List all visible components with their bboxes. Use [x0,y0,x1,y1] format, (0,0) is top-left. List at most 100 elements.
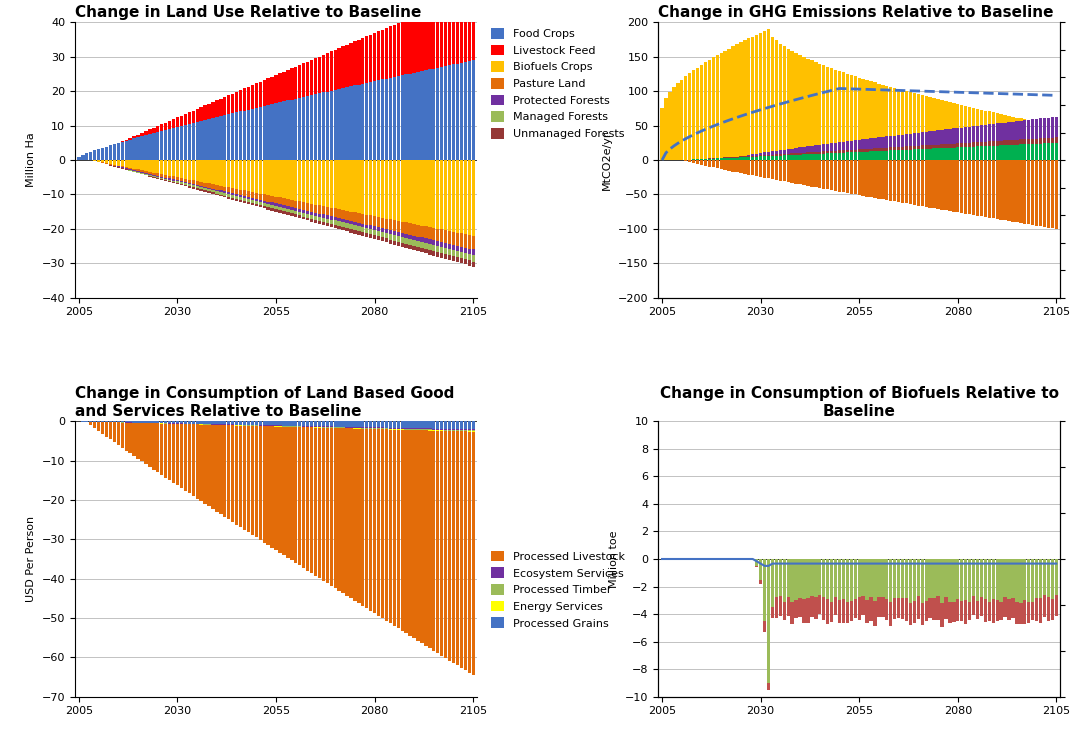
Bar [968,107,971,160]
Bar [295,99,298,160]
Bar [909,146,912,150]
Bar [290,422,293,425]
Bar [333,50,337,90]
Bar [459,246,463,252]
Bar [767,683,770,690]
Bar [448,255,451,260]
Bar [443,431,448,658]
Bar [278,73,282,103]
Bar [763,157,766,160]
Bar [405,430,408,633]
Bar [877,84,880,160]
Bar [952,559,955,601]
Bar [365,225,368,228]
Bar [1043,160,1046,227]
Bar [755,566,758,567]
Bar [184,185,187,187]
Bar [405,238,408,243]
Bar [786,155,790,160]
Bar [798,55,802,160]
Bar [337,422,341,427]
Bar [459,63,463,160]
Bar [952,144,955,148]
Bar [420,160,424,225]
Bar [358,428,361,603]
Bar [715,158,719,160]
Bar [676,83,679,160]
Bar [456,430,459,431]
Bar [258,205,262,207]
Bar [432,240,436,245]
Bar [999,141,1002,145]
Bar [830,68,833,160]
Bar [755,154,758,156]
Bar [235,189,239,194]
Bar [318,221,321,224]
Bar [759,160,763,177]
Bar [448,249,451,255]
Bar [365,427,368,428]
Bar [121,166,124,168]
Bar [274,75,277,103]
Bar [424,160,427,226]
Bar [180,115,183,126]
Bar [443,254,448,259]
Bar [980,146,983,160]
Bar [306,428,310,571]
Bar [443,160,448,230]
Bar [187,160,191,180]
Bar [464,252,467,259]
Bar [384,422,388,428]
Bar [203,106,207,120]
Bar [199,186,202,187]
Bar [330,426,333,427]
Bar [164,422,167,423]
Bar [1051,559,1054,599]
Bar [849,601,853,622]
Bar [251,422,254,425]
Bar [456,251,459,258]
Bar [909,160,912,204]
Bar [440,160,443,229]
Bar [271,422,274,425]
Bar [262,201,266,203]
Bar [187,424,191,494]
Bar [342,46,345,88]
Bar [321,160,325,206]
Bar [349,225,352,229]
Bar [456,0,459,64]
Bar [396,422,399,428]
Bar [168,121,171,129]
Bar [996,124,999,141]
Bar [893,160,896,201]
Bar [952,601,955,622]
Bar [834,559,838,597]
Bar [964,147,967,160]
Bar [215,425,218,512]
Bar [771,160,774,179]
Bar [262,203,266,206]
Bar [342,227,345,231]
Bar [353,41,357,85]
Bar [1027,139,1030,144]
Bar [440,422,443,428]
Bar [846,150,849,153]
Bar [905,598,908,621]
Bar [1027,120,1030,160]
Bar [684,160,688,161]
Bar [271,76,274,104]
Bar [1008,145,1011,160]
Bar [321,217,325,222]
Bar [877,151,880,160]
Bar [310,95,313,160]
Bar [873,82,877,160]
Bar [912,94,916,160]
Bar [97,422,101,431]
Bar [101,160,104,163]
Bar [940,559,944,603]
Bar [921,160,924,206]
Bar [802,154,805,160]
Bar [389,78,392,160]
Bar [802,147,805,153]
Bar [140,160,144,170]
